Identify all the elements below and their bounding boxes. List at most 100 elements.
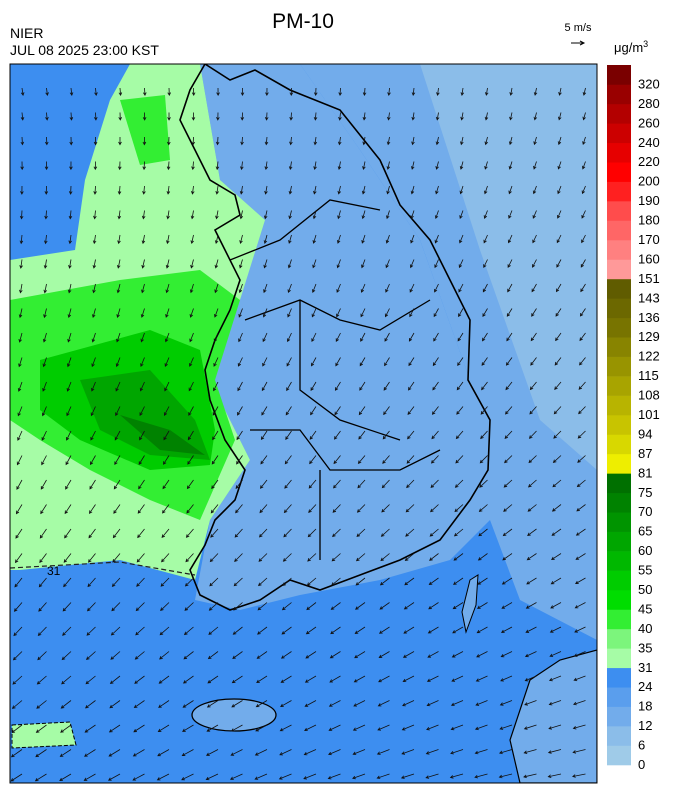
colorbar-label: 60: [638, 543, 652, 558]
wind-arrow: [385, 283, 390, 293]
wind-arrow: [240, 112, 245, 121]
wind-arrow: [138, 455, 145, 465]
pm-70-region: [120, 415, 205, 455]
wind-arrow: [92, 259, 97, 269]
wind-arrow: [166, 234, 170, 245]
wind-arrow: [526, 553, 537, 561]
wind-arrow: [184, 577, 194, 587]
wind-arrow: [137, 528, 145, 539]
wind-arrow: [551, 553, 562, 561]
wind-arrow: [433, 308, 439, 318]
wind-arrow: [136, 577, 145, 587]
wind-arrow: [208, 602, 219, 611]
wind-arrow: [256, 651, 268, 659]
wind-arrow: [482, 283, 488, 293]
wind-arrow: [115, 357, 121, 368]
wind-arrow: [524, 651, 537, 658]
wind-arrow: [254, 773, 268, 780]
wind-arrow: [455, 455, 464, 464]
wind-arrow: [303, 773, 317, 780]
wind-arrow: [574, 602, 586, 609]
wind-arrow: [285, 430, 292, 440]
colorbar-block: [607, 706, 631, 727]
wind-arrow: [460, 112, 464, 121]
wind-arrow: [573, 675, 586, 682]
wind-arrow: [190, 259, 194, 269]
wind-arrow: [384, 357, 390, 367]
wind-arrow: [182, 700, 194, 708]
colorbar-label: 18: [638, 699, 652, 714]
colorbar-block: [607, 434, 631, 455]
wind-arrow: [64, 528, 72, 539]
wind-arrow: [505, 406, 513, 415]
wind-arrow: [355, 602, 366, 610]
wind-arrow: [255, 700, 268, 708]
wind-arrow: [483, 234, 488, 244]
wind-arrow: [237, 357, 243, 367]
wind-arrow: [59, 749, 72, 757]
wind-arrow: [385, 234, 390, 244]
wind-arrow: [210, 528, 219, 538]
wind-arrow: [136, 553, 145, 563]
colorbar-label: 122: [638, 349, 660, 364]
wind-arrow: [550, 577, 562, 585]
colorbar-label: 50: [638, 582, 652, 597]
colorbar-label: 35: [638, 640, 652, 655]
wind-arrow: [42, 381, 47, 392]
colorbar-label: 101: [638, 407, 660, 422]
wind-arrow: [17, 430, 23, 441]
wind-arrow: [506, 308, 513, 317]
wind-arrow: [165, 308, 170, 318]
wind-arrow: [376, 749, 390, 755]
wind-arrow: [528, 455, 537, 464]
wind-arrow: [17, 406, 23, 417]
wind-arrow: [289, 87, 294, 97]
wind-arrow: [14, 553, 23, 564]
wind-arrow: [408, 357, 415, 367]
wind-arrow: [451, 651, 464, 658]
wind-arrow: [238, 308, 243, 318]
wind-arrow: [457, 332, 464, 342]
colorbar-label: 136: [638, 310, 660, 325]
wind-arrow: [574, 577, 586, 585]
wind-arrow: [435, 136, 440, 146]
wind-arrow: [66, 357, 72, 368]
wind-arrow: [93, 136, 98, 146]
wind-arrow: [479, 479, 488, 488]
wind-arrow: [479, 455, 488, 464]
colorbar-label: 6: [638, 738, 645, 753]
wind-arrow: [112, 553, 121, 563]
wind-arrow: [533, 136, 537, 146]
wind-arrow: [527, 528, 537, 536]
wind-arrow: [435, 112, 440, 121]
colorbar-label: 260: [638, 115, 660, 130]
wind-arrow: [533, 87, 538, 96]
wind-arrow: [65, 455, 72, 466]
colorbar-block: [607, 415, 631, 435]
wind-arrow: [20, 112, 25, 121]
wind-arrow: [455, 430, 464, 440]
wind-arrow: [14, 577, 23, 588]
wind-arrow: [264, 136, 269, 146]
wind-arrow: [572, 773, 586, 778]
wind-arrow: [265, 87, 269, 97]
wind-arrow: [37, 651, 47, 661]
wind-arrow: [548, 700, 562, 706]
wind-arrow: [312, 259, 317, 269]
wind-arrow: [254, 749, 268, 756]
wind-arrow: [355, 553, 366, 562]
wind-arrow: [309, 455, 317, 465]
wind-arrow: [407, 430, 415, 440]
wind-arrow: [353, 700, 366, 707]
wind-arrow: [258, 553, 268, 562]
wind-arrow: [236, 455, 243, 465]
colorbar-block: [607, 201, 631, 221]
wind-arrow: [44, 185, 49, 195]
wind-arrow: [90, 455, 96, 466]
wind-arrow: [158, 675, 170, 684]
wind-arrow: [525, 626, 537, 633]
wind-arrow: [410, 234, 415, 244]
datetime: JUL 08 2025 23:00 KST: [10, 42, 159, 58]
wind-arrow: [140, 357, 145, 368]
wind-arrow: [500, 651, 513, 658]
